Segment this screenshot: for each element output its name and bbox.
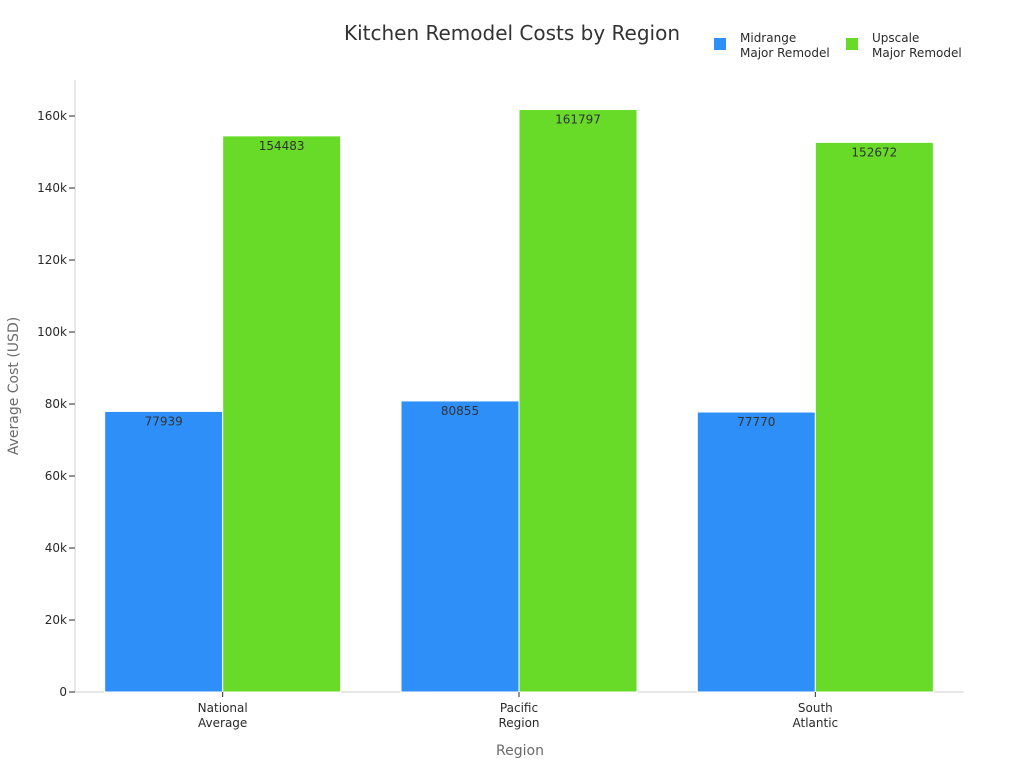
y-tick-label: 20k [45,613,67,627]
data-labels: 77939 154483 80855 161797 77770 152672 [145,113,898,429]
bar-midrange-0 [104,410,224,693]
x-tick-label: National Average [198,701,248,730]
bar-upscale-1 [518,109,638,693]
y-tick-label: 60k [45,469,67,483]
bars [104,109,934,693]
x-axis-ticks: National Average Pacific Region South Atlanti… [198,692,838,730]
data-label: 154483 [259,139,305,153]
legend-label: Upscale Major Remodel [872,31,962,60]
data-label: 80855 [441,404,479,418]
x-tick-label-line: Atlantic [793,716,839,730]
data-label: 77939 [145,414,183,428]
x-tick-label-line: National [198,701,248,715]
bar-midrange-1 [400,400,520,693]
y-axis-ticks: 0 20k 40k 60k 80k 100k 120k 140k 160k [37,109,75,699]
x-tick-label-line: Region [498,716,539,730]
legend-label-line: Major Remodel [872,46,962,60]
y-axis-title: Average Cost (USD) [6,317,22,455]
x-tick-label-line: Pacific [500,701,538,715]
y-tick-label: 140k [37,181,67,195]
y-tick-label: 80k [45,397,67,411]
bar-midrange-2 [696,411,816,693]
bar-upscale-0 [222,135,342,693]
chart-title: Kitchen Remodel Costs by Region [344,21,680,45]
data-label: 152672 [851,145,897,159]
legend-label-line: Upscale [872,31,919,45]
legend-swatch [846,38,858,50]
legend-label-line: Midrange [740,31,796,45]
y-tick-label: 0 [59,685,67,699]
y-tick-label: 100k [37,325,67,339]
y-tick-label: 160k [37,109,67,123]
x-tick-label: South Atlantic [793,701,839,730]
bar-upscale-2 [814,141,934,693]
x-axis-title: Region [496,743,544,759]
legend-swatch [714,38,726,50]
x-tick-label: Pacific Region [498,701,539,730]
y-tick-label: 40k [45,541,67,555]
x-tick-label-line: South [798,701,833,715]
data-label: 77770 [737,415,775,429]
y-tick-label: 120k [37,253,67,267]
x-tick-label-line: Average [198,716,247,730]
data-label: 161797 [555,113,601,127]
legend-label-line: Major Remodel [740,46,830,60]
legend-label: Midrange Major Remodel [740,31,830,60]
